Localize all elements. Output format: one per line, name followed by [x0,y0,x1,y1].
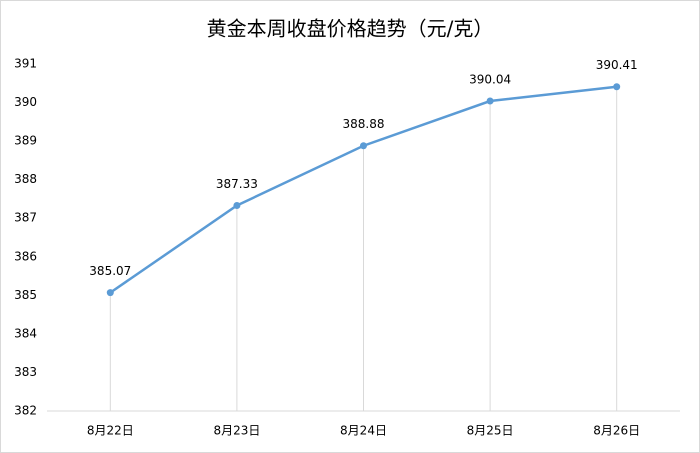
y-tick-label: 388 [14,172,37,186]
y-tick-label: 387 [14,211,37,225]
y-tick-label: 385 [14,288,37,302]
chart-title: 黄金本周收盘价格趋势（元/克） [207,17,494,41]
x-tick-label: 8月25日 [467,424,514,438]
point [613,83,621,91]
point [106,289,114,297]
point [360,142,367,150]
x-tick-label: 8月22日 [87,424,134,438]
data-label: 387.33 [216,177,258,191]
y-tick-label: 391 [14,57,37,71]
data-label: 390.41 [596,58,638,72]
point [233,201,241,209]
y-tick-label: 383 [14,365,37,379]
y-tick-label: 386 [14,249,37,263]
y-tick-label: 389 [14,134,37,148]
data-label: 385.07 [89,264,131,278]
x-tick-label: 8月23日 [213,424,260,438]
y-tick-label: 384 [14,326,37,340]
x-tick-label: 8月24日 [340,424,387,438]
point [486,97,494,105]
y-tick-label: 382 [14,404,37,418]
data-label: 390.04 [469,73,511,87]
x-tick-label: 8月26日 [593,424,640,438]
data-label: 388.88 [343,117,385,131]
y-tick-label: 390 [14,95,37,109]
